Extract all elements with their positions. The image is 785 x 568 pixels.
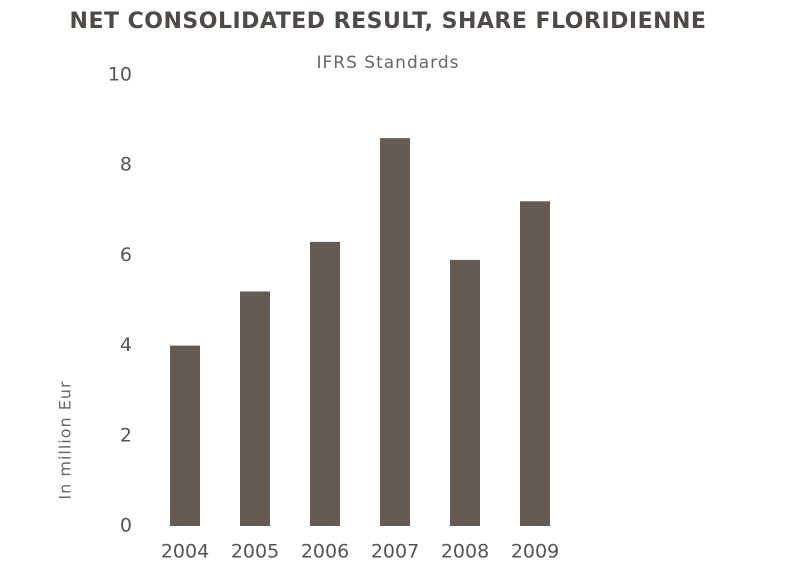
- y-tick-label: 10: [108, 64, 132, 86]
- y-tick-label: 2: [120, 424, 132, 446]
- y-tick-label: 6: [120, 244, 132, 266]
- x-tick-label: 2009: [511, 541, 559, 563]
- bar: [310, 241, 340, 526]
- bar: [520, 201, 550, 526]
- y-tick-label: 8: [120, 154, 132, 176]
- chart-subtitle: IFRS Standards: [317, 53, 460, 73]
- x-tick-label: 2004: [161, 541, 209, 563]
- x-tick-label: 2008: [441, 541, 489, 563]
- bar: [170, 345, 200, 526]
- x-tick-label: 2007: [371, 541, 419, 563]
- chart-title: NET CONSOLIDATED RESULT, SHARE FLORIDIEN…: [70, 9, 707, 34]
- y-tick-label: 0: [120, 515, 132, 537]
- y-tick-label: 4: [120, 334, 132, 356]
- bar: [450, 259, 480, 526]
- y-axis-label: In million Eur: [56, 380, 75, 499]
- bar: [380, 138, 410, 526]
- x-tick-label: 2006: [301, 541, 349, 563]
- bar: [240, 291, 270, 526]
- x-tick-label: 2005: [231, 541, 279, 563]
